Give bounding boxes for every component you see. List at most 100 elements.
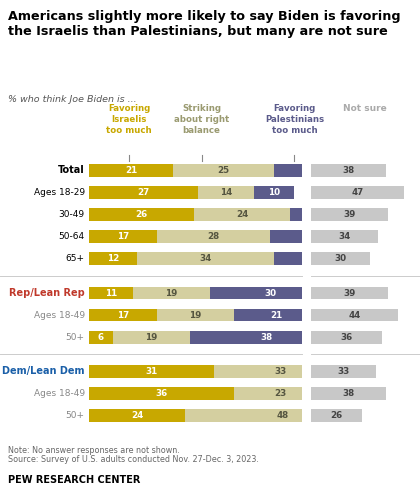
Bar: [89, 331, 113, 343]
Bar: [113, 331, 189, 343]
Bar: [311, 208, 388, 221]
Text: 50+: 50+: [66, 333, 85, 342]
Text: Striking
about right
balance: Striking about right balance: [174, 104, 229, 135]
Text: 34: 34: [339, 232, 351, 241]
Text: 14: 14: [220, 188, 232, 197]
Text: 28: 28: [207, 232, 220, 241]
Text: 16: 16: [300, 166, 312, 175]
Text: 31: 31: [145, 367, 158, 376]
Text: 20: 20: [304, 232, 317, 241]
Bar: [89, 365, 214, 378]
Text: 19: 19: [189, 311, 202, 319]
Text: Ages 18-49: Ages 18-49: [34, 311, 85, 319]
Bar: [197, 186, 254, 199]
Bar: [194, 208, 290, 221]
Text: Americans slightly more likely to say Biden is favoring
the Israelis than Palest: Americans slightly more likely to say Bi…: [8, 10, 401, 38]
Bar: [89, 309, 157, 321]
Text: 48: 48: [276, 411, 288, 420]
Text: 23: 23: [274, 389, 286, 398]
Text: 11: 11: [105, 288, 117, 298]
Bar: [311, 387, 386, 400]
Bar: [89, 409, 186, 422]
Bar: [133, 287, 210, 300]
Bar: [311, 365, 376, 378]
Bar: [189, 331, 343, 343]
Bar: [89, 230, 157, 243]
Bar: [234, 309, 318, 321]
Bar: [274, 164, 339, 177]
Text: 34: 34: [200, 254, 212, 263]
Text: 19: 19: [145, 333, 158, 342]
Text: Dem/Lean Dem: Dem/Lean Dem: [2, 366, 85, 376]
Bar: [157, 309, 234, 321]
Bar: [254, 186, 294, 199]
Text: 24: 24: [131, 411, 143, 420]
Bar: [311, 252, 370, 265]
Text: 21: 21: [270, 311, 282, 319]
Text: 50+: 50+: [66, 411, 85, 420]
Text: Favoring
Israelis
too much: Favoring Israelis too much: [106, 104, 152, 135]
Bar: [379, 409, 395, 422]
Bar: [157, 230, 270, 243]
Text: 36: 36: [155, 389, 168, 398]
Text: 6: 6: [98, 333, 104, 342]
Text: 47: 47: [352, 188, 364, 197]
Text: 26: 26: [331, 411, 343, 420]
Bar: [290, 208, 335, 221]
Bar: [89, 252, 137, 265]
Bar: [89, 164, 173, 177]
Text: 19: 19: [165, 288, 178, 298]
Text: 33: 33: [274, 367, 286, 376]
Bar: [89, 208, 194, 221]
Text: Note: No answer responses are not shown.: Note: No answer responses are not shown.: [8, 446, 180, 454]
Text: Not sure: Not sure: [343, 104, 386, 113]
Text: 36: 36: [341, 333, 353, 342]
Text: 21: 21: [125, 166, 137, 175]
Text: 4: 4: [384, 411, 390, 420]
Bar: [270, 230, 351, 243]
Bar: [210, 287, 331, 300]
Bar: [173, 164, 274, 177]
Text: 17: 17: [117, 232, 129, 241]
Bar: [327, 387, 339, 400]
Bar: [311, 186, 404, 199]
Text: 11: 11: [306, 210, 319, 219]
Text: 33: 33: [337, 367, 350, 376]
Text: 39: 39: [344, 210, 356, 219]
Text: 50-64: 50-64: [58, 232, 85, 241]
Text: 39: 39: [344, 288, 356, 298]
Bar: [89, 387, 234, 400]
Bar: [214, 365, 347, 378]
Text: 12: 12: [107, 254, 119, 263]
Text: 17: 17: [117, 311, 129, 319]
Text: 25: 25: [218, 166, 230, 175]
Bar: [311, 230, 378, 243]
Bar: [186, 409, 379, 422]
Text: Ages 18-49: Ages 18-49: [34, 389, 85, 398]
Text: % who think Joe Biden is ...: % who think Joe Biden is ...: [8, 95, 137, 104]
Text: 24: 24: [316, 254, 329, 263]
Text: 30: 30: [264, 288, 276, 298]
Bar: [311, 409, 362, 422]
Bar: [89, 186, 197, 199]
Bar: [347, 365, 359, 378]
Text: 24: 24: [236, 210, 248, 219]
Bar: [311, 287, 388, 300]
Text: Total: Total: [58, 166, 85, 175]
Text: 44: 44: [348, 311, 361, 319]
Text: Ages 18-29: Ages 18-29: [34, 188, 85, 197]
Bar: [137, 252, 274, 265]
Text: 26: 26: [135, 210, 147, 219]
Bar: [234, 387, 327, 400]
Text: 30: 30: [334, 254, 346, 263]
Text: 30-49: 30-49: [58, 210, 85, 219]
Text: Favoring
Palestinians
too much: Favoring Palestinians too much: [265, 104, 324, 135]
Text: 27: 27: [137, 188, 149, 197]
Bar: [311, 331, 382, 343]
Text: 38: 38: [342, 166, 354, 175]
Bar: [311, 164, 386, 177]
Text: 10: 10: [268, 188, 280, 197]
Bar: [89, 287, 133, 300]
Text: 65+: 65+: [66, 254, 85, 263]
Text: PEW RESEARCH CENTER: PEW RESEARCH CENTER: [8, 475, 141, 485]
